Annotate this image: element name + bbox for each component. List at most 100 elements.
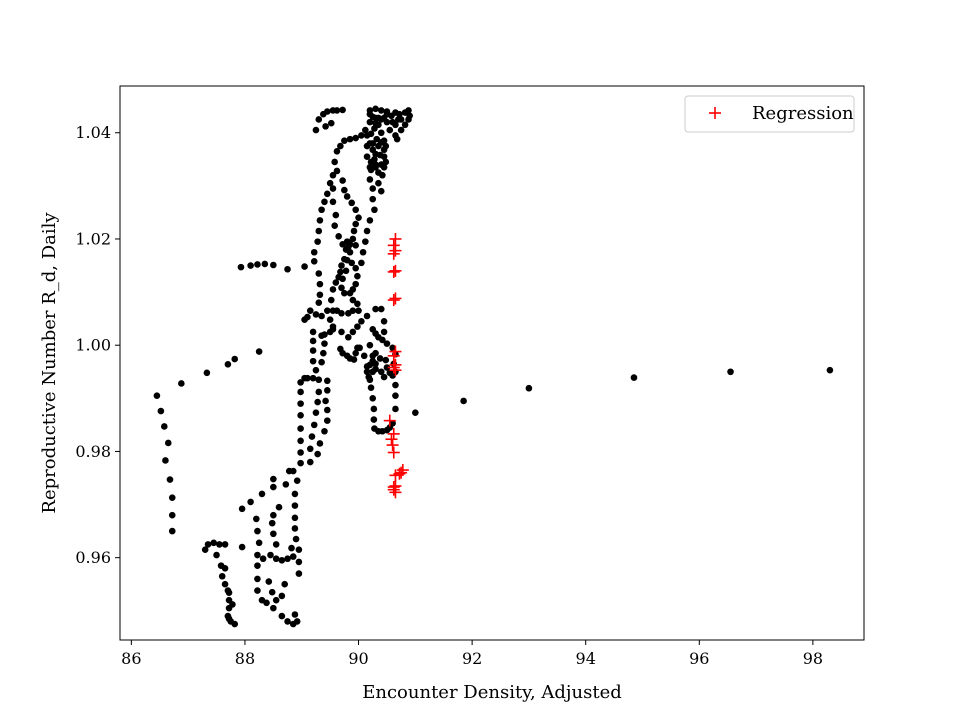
data-point [312, 366, 320, 374]
data-point [327, 296, 335, 304]
data-point [392, 405, 399, 413]
data-point [366, 107, 374, 114]
data-point [383, 108, 391, 115]
data-point [314, 238, 321, 245]
data-point [369, 185, 377, 192]
legend-marker-regression [709, 107, 721, 119]
series-regression [383, 232, 409, 499]
data-point [221, 541, 229, 548]
data-point [354, 300, 361, 308]
data-point [352, 280, 359, 288]
regression-point [389, 292, 402, 305]
data-point [312, 126, 320, 134]
data-point [297, 388, 304, 396]
x-tick-label: 86 [121, 649, 141, 668]
data-point [355, 214, 362, 222]
data-point [238, 505, 246, 513]
data-point [369, 146, 377, 154]
data-point [315, 388, 323, 396]
data-point [216, 541, 223, 548]
series-observed [153, 105, 834, 628]
data-point [343, 256, 351, 264]
data-point [389, 372, 396, 379]
data-point [297, 425, 304, 432]
data-point [229, 601, 236, 608]
data-point [261, 260, 269, 268]
data-point [727, 368, 734, 376]
x-tick-label: 92 [462, 649, 482, 668]
data-point [359, 248, 367, 256]
data-point [331, 158, 338, 166]
y-tick-label: 1.02 [75, 229, 111, 248]
data-point [338, 328, 345, 336]
data-point [322, 397, 329, 405]
data-point [352, 220, 359, 228]
data-point [380, 318, 388, 325]
data-point [339, 106, 346, 114]
data-point [263, 599, 270, 607]
data-point [377, 139, 385, 146]
data-point [377, 368, 385, 376]
data-point [406, 112, 413, 120]
data-point [335, 233, 342, 240]
data-point [372, 163, 379, 171]
data-point [397, 126, 405, 134]
data-point [326, 179, 334, 187]
data-point [826, 366, 834, 374]
data-point [369, 140, 377, 147]
data-point [225, 615, 233, 623]
data-point [203, 369, 211, 377]
data-point [349, 328, 357, 336]
data-point [292, 535, 300, 543]
data-point [308, 433, 316, 440]
data-point [389, 118, 396, 126]
data-point [278, 592, 286, 600]
data-point [401, 121, 409, 129]
data-point [371, 206, 378, 214]
data-point [316, 280, 324, 288]
data-point [268, 588, 276, 596]
points-layer [153, 105, 834, 628]
regression-point [389, 232, 402, 245]
data-point [316, 217, 324, 224]
data-point [297, 437, 304, 445]
data-point [247, 262, 254, 269]
data-point [333, 148, 341, 155]
data-point [380, 146, 388, 154]
data-point [278, 612, 286, 620]
data-point [345, 333, 352, 341]
data-point [321, 198, 328, 206]
data-point [326, 316, 334, 324]
data-point [352, 134, 359, 142]
data-point [164, 439, 172, 447]
data-point [380, 153, 388, 160]
data-point [270, 475, 277, 483]
data-point [254, 587, 261, 594]
data-point [352, 349, 359, 357]
data-point [291, 490, 299, 498]
data-point [377, 107, 385, 114]
regression-point [383, 414, 396, 427]
data-point [392, 392, 399, 399]
x-axis-label: Encounter Density, Adjusted [362, 682, 622, 703]
data-point [376, 355, 384, 362]
data-point [293, 477, 301, 484]
data-point [366, 217, 374, 224]
data-point [270, 483, 277, 491]
data-point [253, 515, 260, 523]
data-point [301, 263, 308, 270]
data-point [162, 457, 169, 464]
y-tick-label: 0.98 [75, 442, 111, 461]
data-point [372, 365, 379, 373]
legend-label-regression: Regression [752, 103, 854, 124]
data-point [168, 511, 176, 519]
data-point [284, 618, 291, 625]
data-point [354, 323, 361, 330]
data-point [337, 268, 344, 276]
data-point [329, 185, 337, 192]
data-point [297, 459, 304, 467]
x-tick-label: 94 [576, 649, 596, 668]
data-point [312, 409, 320, 416]
data-point [367, 158, 375, 166]
data-point [297, 412, 304, 419]
